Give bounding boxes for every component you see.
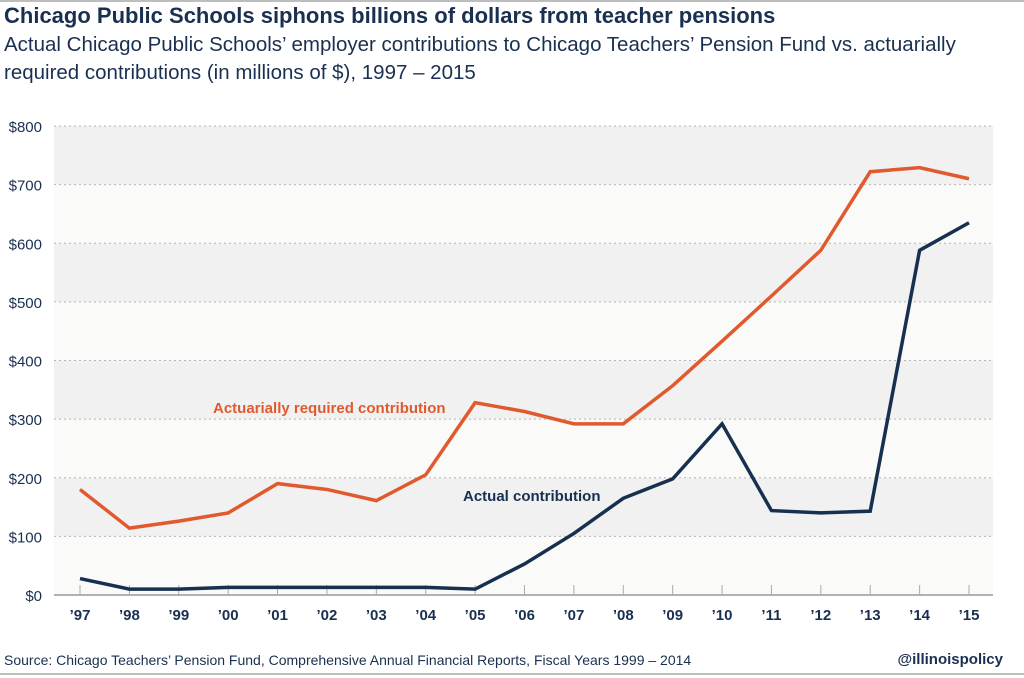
bottom-rule xyxy=(0,673,1024,675)
x-tick-label: ’06 xyxy=(514,607,535,624)
x-tick-label: ’08 xyxy=(613,607,634,624)
chart-title: Chicago Public Schools siphons billions … xyxy=(4,3,776,28)
y-tick-label: $700 xyxy=(9,178,42,195)
grid-band xyxy=(54,477,993,537)
x-tick-label: ’07 xyxy=(563,607,584,624)
y-tick-label: $500 xyxy=(9,295,42,312)
y-tick-label: $300 xyxy=(9,412,42,429)
top-rule xyxy=(0,0,1024,2)
x-tick-label: ’97 xyxy=(70,607,91,624)
x-tick-label: ’12 xyxy=(810,607,831,624)
x-tick-label: ’01 xyxy=(267,607,288,624)
grid-band xyxy=(54,360,993,420)
x-tick-label: ’13 xyxy=(860,607,881,624)
grid-band xyxy=(54,126,993,185)
grid-band xyxy=(54,243,993,302)
y-tick-label: $600 xyxy=(9,236,42,253)
chart-subtitle: Actual Chicago Public Schools’ employer … xyxy=(4,33,956,84)
series-label-required: Actuarially required contribution xyxy=(213,400,446,417)
x-tick-label: ’02 xyxy=(317,607,338,624)
x-tick-label: ’10 xyxy=(712,607,733,624)
source-note: Source: Chicago Teachers’ Pension Fund, … xyxy=(4,652,692,668)
x-tick-label: ’09 xyxy=(662,607,683,624)
x-tick-label: ’99 xyxy=(168,607,189,624)
x-tick-label: ’00 xyxy=(218,607,239,624)
x-tick-label: ’04 xyxy=(415,607,437,624)
series-label-actual: Actual contribution xyxy=(463,488,601,505)
x-tick-label: ’03 xyxy=(366,607,387,624)
grid-band xyxy=(54,419,993,478)
y-tick-label: $800 xyxy=(9,119,42,136)
grid-band xyxy=(54,184,993,244)
y-tick-label: $400 xyxy=(9,354,42,371)
grid-band xyxy=(54,301,993,361)
y-tick-label: $0 xyxy=(25,588,42,605)
x-tick-label: ’11 xyxy=(761,607,781,624)
x-tick-label: ’14 xyxy=(909,607,931,624)
x-tick-label: ’05 xyxy=(465,607,486,624)
y-tick-label: $100 xyxy=(9,529,42,546)
x-tick-label: ’15 xyxy=(959,607,980,624)
y-tick-label: $200 xyxy=(9,471,42,488)
x-tick-label: ’98 xyxy=(119,607,140,624)
brand-handle: @illinoispolicy xyxy=(897,651,1003,668)
